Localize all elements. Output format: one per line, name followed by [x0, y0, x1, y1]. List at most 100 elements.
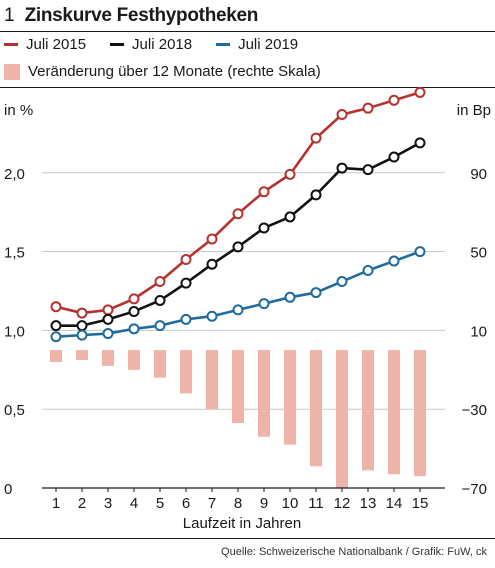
legend-swatch-juli-2019 — [216, 43, 231, 46]
legend-label-change: Veränderung über 12 Monate (rechte Skala… — [28, 63, 321, 80]
x-tick-label: 1 — [52, 495, 60, 512]
y-tick-label-left: 0 — [4, 481, 12, 498]
legend-lines: Juli 2015 Juli 2018 Juli 2019 — [4, 36, 322, 53]
chart-source: Quelle: Schweizerische Nationalbank / Gr… — [221, 546, 487, 558]
title-rule — [0, 31, 495, 32]
bar-change — [206, 350, 218, 410]
legend-label-juli-2015: Juli 2015 — [26, 36, 87, 53]
y-tick-label-right: 90 — [470, 166, 487, 183]
point-juli-2015 — [388, 94, 400, 106]
point-juli-2019 — [388, 255, 400, 267]
bar-change — [362, 350, 374, 471]
point-juli-2019 — [258, 298, 270, 310]
point-juli-2015 — [206, 233, 218, 245]
point-juli-2015 — [102, 304, 114, 316]
x-tick-label: 10 — [282, 495, 299, 512]
point-juli-2018 — [154, 294, 166, 306]
point-juli-2018 — [232, 241, 244, 253]
point-juli-2018 — [284, 211, 296, 223]
point-juli-2018 — [180, 277, 192, 289]
legend-label-juli-2018: Juli 2018 — [132, 36, 193, 53]
bar-change — [284, 350, 296, 445]
bar-change — [154, 350, 166, 378]
y-tick-label-left: 1,5 — [4, 245, 25, 262]
y-tick-label-right: 10 — [470, 323, 487, 340]
y-tick-label-left: 1,0 — [4, 323, 25, 340]
x-tick-label: 8 — [234, 495, 242, 512]
x-tick-label: 11 — [308, 495, 324, 512]
bar-change — [414, 350, 426, 477]
x-tick-label: 14 — [386, 495, 403, 512]
bar-change — [336, 350, 348, 488]
legend-item-juli-2019: Juli 2019 — [216, 36, 298, 53]
series-line-juli-2015 — [55, 91, 421, 315]
footer-rule — [0, 538, 495, 539]
point-juli-2018 — [336, 162, 348, 174]
point-juli-2018 — [362, 164, 374, 176]
point-juli-2015 — [154, 276, 166, 288]
point-juli-2018 — [102, 313, 114, 325]
y-tick-label-left: 0,5 — [4, 402, 25, 419]
legend-swatch-juli-2015 — [4, 43, 18, 46]
point-juli-2019 — [50, 331, 62, 343]
y-tick-label-left: 2,0 — [4, 166, 25, 183]
point-juli-2019 — [310, 287, 322, 299]
x-axis-label: Laufzeit in Jahren — [183, 515, 301, 532]
point-juli-2019 — [362, 265, 374, 277]
y-axis-right-label: in Bp — [457, 102, 491, 119]
point-juli-2018 — [128, 305, 140, 317]
point-juli-2019 — [76, 329, 88, 341]
point-juli-2018 — [258, 222, 270, 234]
point-juli-2015 — [362, 102, 374, 114]
point-juli-2015 — [232, 208, 244, 220]
y-axis-left-label: in % — [4, 102, 33, 119]
x-tick-label: 13 — [360, 495, 377, 512]
point-juli-2019 — [180, 313, 192, 325]
point-juli-2019 — [336, 276, 348, 288]
bar-change — [310, 350, 322, 467]
point-juli-2015 — [76, 307, 88, 319]
point-juli-2018 — [76, 320, 88, 332]
y-tick-label-right: −30 — [462, 402, 487, 419]
point-juli-2015 — [310, 132, 322, 144]
bar-change — [50, 350, 62, 362]
chart-number: 1 — [4, 5, 15, 26]
y-tick-label-right: −70 — [462, 481, 487, 498]
point-juli-2018 — [50, 320, 62, 332]
point-juli-2018 — [206, 258, 218, 270]
bar-change — [128, 350, 140, 370]
legend-item-change: Veränderung über 12 Monate (rechte Skala… — [4, 63, 321, 80]
bar-change — [76, 350, 88, 360]
point-juli-2019 — [414, 246, 426, 258]
point-juli-2019 — [128, 323, 140, 335]
point-juli-2019 — [284, 291, 296, 303]
x-tick-label: 9 — [260, 495, 268, 512]
point-juli-2015 — [414, 86, 426, 98]
x-tick-label: 4 — [130, 495, 138, 512]
x-tick-label: 7 — [208, 495, 216, 512]
point-juli-2019 — [206, 310, 218, 322]
point-juli-2015 — [258, 186, 270, 198]
bar-change — [180, 350, 192, 394]
point-juli-2015 — [336, 108, 348, 120]
legend-swatch-change — [4, 63, 20, 80]
x-tick-label: 12 — [334, 495, 351, 512]
point-juli-2019 — [232, 304, 244, 316]
point-juli-2015 — [128, 293, 140, 305]
legend-bars: Veränderung über 12 Monate (rechte Skala… — [4, 63, 345, 80]
x-tick-label: 6 — [182, 495, 190, 512]
chart-title: Zinskurve Festhypotheken — [24, 5, 259, 26]
legend-rule — [0, 87, 495, 88]
point-juli-2018 — [414, 137, 426, 149]
legend-swatch-juli-2018 — [110, 43, 125, 46]
y-tick-label-right: 50 — [470, 245, 487, 262]
x-tick-label: 2 — [78, 495, 86, 512]
chart-title-row: 1 Zinskurve Festhypotheken — [4, 2, 258, 30]
point-juli-2018 — [388, 151, 400, 163]
point-juli-2018 — [310, 189, 322, 201]
point-juli-2015 — [50, 301, 62, 313]
x-tick-label: 15 — [412, 495, 429, 512]
point-juli-2019 — [102, 328, 114, 340]
legend-item-juli-2018: Juli 2018 — [110, 36, 192, 53]
